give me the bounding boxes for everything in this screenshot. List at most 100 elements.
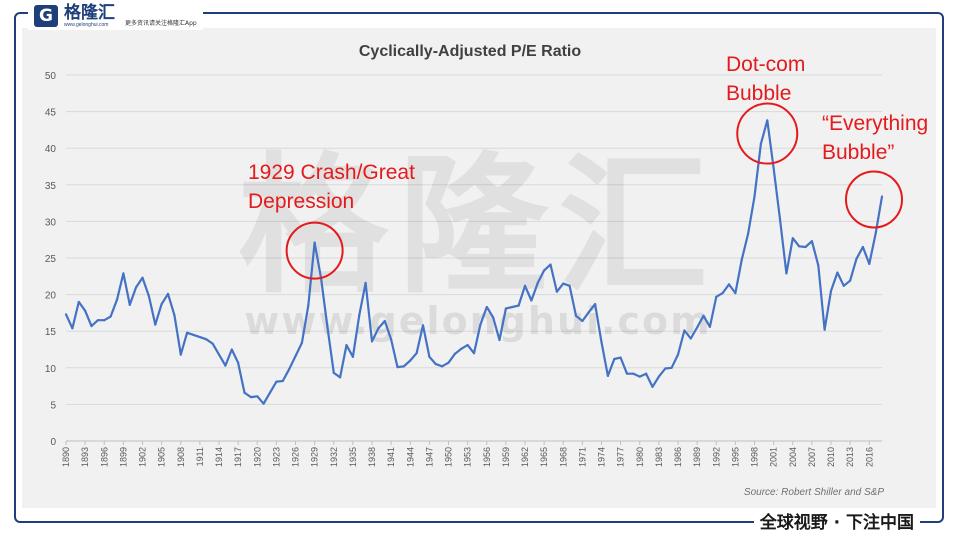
data-point bbox=[421, 324, 425, 327]
data-point bbox=[307, 304, 310, 307]
watermark-name: 格隆汇 bbox=[238, 140, 718, 314]
data-point bbox=[453, 352, 456, 355]
data-point bbox=[339, 376, 342, 379]
x-tick-label: 1917 bbox=[233, 447, 243, 467]
y-tick-label: 30 bbox=[45, 217, 57, 228]
x-tick-label: 1899 bbox=[118, 447, 128, 467]
bottom-slogan: 全球视野 · 下注中国 bbox=[753, 508, 920, 533]
x-axis-ticks: 1890 1893 1896 1899 1902 1905 1908 1911 1914 1917… bbox=[61, 441, 874, 467]
x-tick-label: 1971 bbox=[577, 447, 587, 467]
annotation-label: Bubble bbox=[726, 82, 791, 105]
data-point bbox=[823, 328, 826, 331]
data-point bbox=[543, 269, 546, 272]
data-point bbox=[115, 298, 119, 301]
data-point bbox=[390, 338, 393, 341]
data-point bbox=[460, 347, 463, 350]
data-point bbox=[861, 245, 864, 249]
data-point bbox=[217, 353, 221, 356]
x-tick-label: 1932 bbox=[329, 447, 339, 467]
x-tick-label: 1890 bbox=[61, 447, 71, 467]
data-point bbox=[492, 316, 495, 319]
data-point bbox=[868, 262, 871, 265]
x-tick-label: 1950 bbox=[444, 447, 454, 467]
data-point bbox=[785, 272, 788, 275]
data-point bbox=[855, 257, 858, 260]
data-point bbox=[664, 367, 667, 370]
x-tick-label: 1926 bbox=[291, 447, 301, 467]
x-tick-label: 2013 bbox=[845, 447, 855, 467]
data-point bbox=[147, 294, 150, 298]
data-point bbox=[192, 333, 195, 336]
data-point bbox=[676, 353, 680, 356]
data-point bbox=[447, 361, 450, 364]
data-point bbox=[288, 368, 291, 371]
data-point bbox=[587, 311, 590, 314]
x-tick-label: 1989 bbox=[692, 447, 702, 467]
data-point bbox=[71, 327, 74, 330]
data-point bbox=[441, 365, 444, 368]
data-point bbox=[657, 375, 660, 378]
data-point bbox=[594, 303, 597, 306]
data-point bbox=[122, 272, 125, 275]
data-point bbox=[829, 289, 833, 293]
y-axis-ticks: 0 5 10 15 20 25 30 35 40 45 50 bbox=[45, 71, 57, 448]
x-tick-label: 1998 bbox=[750, 447, 760, 467]
x-tick-label: 2007 bbox=[807, 447, 817, 467]
data-point bbox=[683, 329, 686, 332]
x-tick-label: 1935 bbox=[348, 447, 358, 467]
data-point bbox=[734, 292, 737, 295]
x-tick-label: 2016 bbox=[864, 447, 874, 467]
x-tick-label: 1920 bbox=[252, 447, 262, 467]
x-tick-label: 1953 bbox=[463, 447, 473, 467]
data-point bbox=[568, 284, 571, 287]
data-point bbox=[103, 319, 106, 322]
source-note: Source: Robert Shiller and S&P bbox=[744, 487, 884, 498]
data-point bbox=[696, 326, 699, 329]
x-tick-label: 1914 bbox=[214, 447, 224, 467]
data-point bbox=[472, 352, 476, 355]
data-point bbox=[300, 341, 303, 345]
y-tick-label: 10 bbox=[45, 364, 57, 375]
data-point bbox=[173, 313, 176, 317]
x-tick-label: 1983 bbox=[654, 447, 664, 467]
x-tick-label: 1938 bbox=[367, 447, 377, 467]
data-point bbox=[205, 338, 208, 341]
data-point bbox=[198, 335, 201, 339]
x-tick-label: 1962 bbox=[520, 447, 530, 467]
data-point bbox=[849, 279, 852, 282]
data-point bbox=[651, 385, 654, 388]
data-point bbox=[562, 282, 565, 285]
data-point bbox=[364, 281, 367, 284]
brand-name: 格隆汇 bbox=[64, 2, 115, 23]
data-point bbox=[600, 341, 603, 344]
data-point bbox=[64, 313, 68, 316]
x-tick-label: 1986 bbox=[673, 447, 683, 467]
x-tick-label: 1941 bbox=[386, 447, 396, 467]
x-tick-label: 1911 bbox=[195, 447, 205, 466]
data-point bbox=[84, 309, 87, 312]
data-point bbox=[230, 348, 233, 351]
data-point bbox=[804, 245, 807, 249]
data-point bbox=[275, 380, 278, 383]
data-point bbox=[332, 371, 335, 375]
data-point bbox=[294, 354, 297, 358]
data-point bbox=[166, 292, 170, 295]
data-point bbox=[619, 356, 622, 359]
data-point bbox=[842, 284, 845, 287]
x-tick-label: 1974 bbox=[597, 447, 607, 467]
data-point bbox=[237, 361, 240, 364]
brand-url: www.gelonghui.com bbox=[64, 21, 109, 28]
annotation-circle bbox=[285, 221, 344, 280]
x-tick-label: 1947 bbox=[424, 447, 434, 467]
data-point bbox=[498, 338, 501, 342]
data-point bbox=[702, 314, 705, 317]
data-point bbox=[836, 271, 839, 274]
data-point bbox=[466, 344, 469, 347]
annotation-circle bbox=[845, 170, 903, 229]
y-tick-label: 35 bbox=[45, 181, 57, 192]
annotation-label: “Everything bbox=[822, 112, 928, 135]
data-point bbox=[281, 379, 284, 383]
data-point bbox=[160, 303, 163, 306]
data-point bbox=[574, 314, 578, 317]
data-point bbox=[377, 327, 380, 330]
